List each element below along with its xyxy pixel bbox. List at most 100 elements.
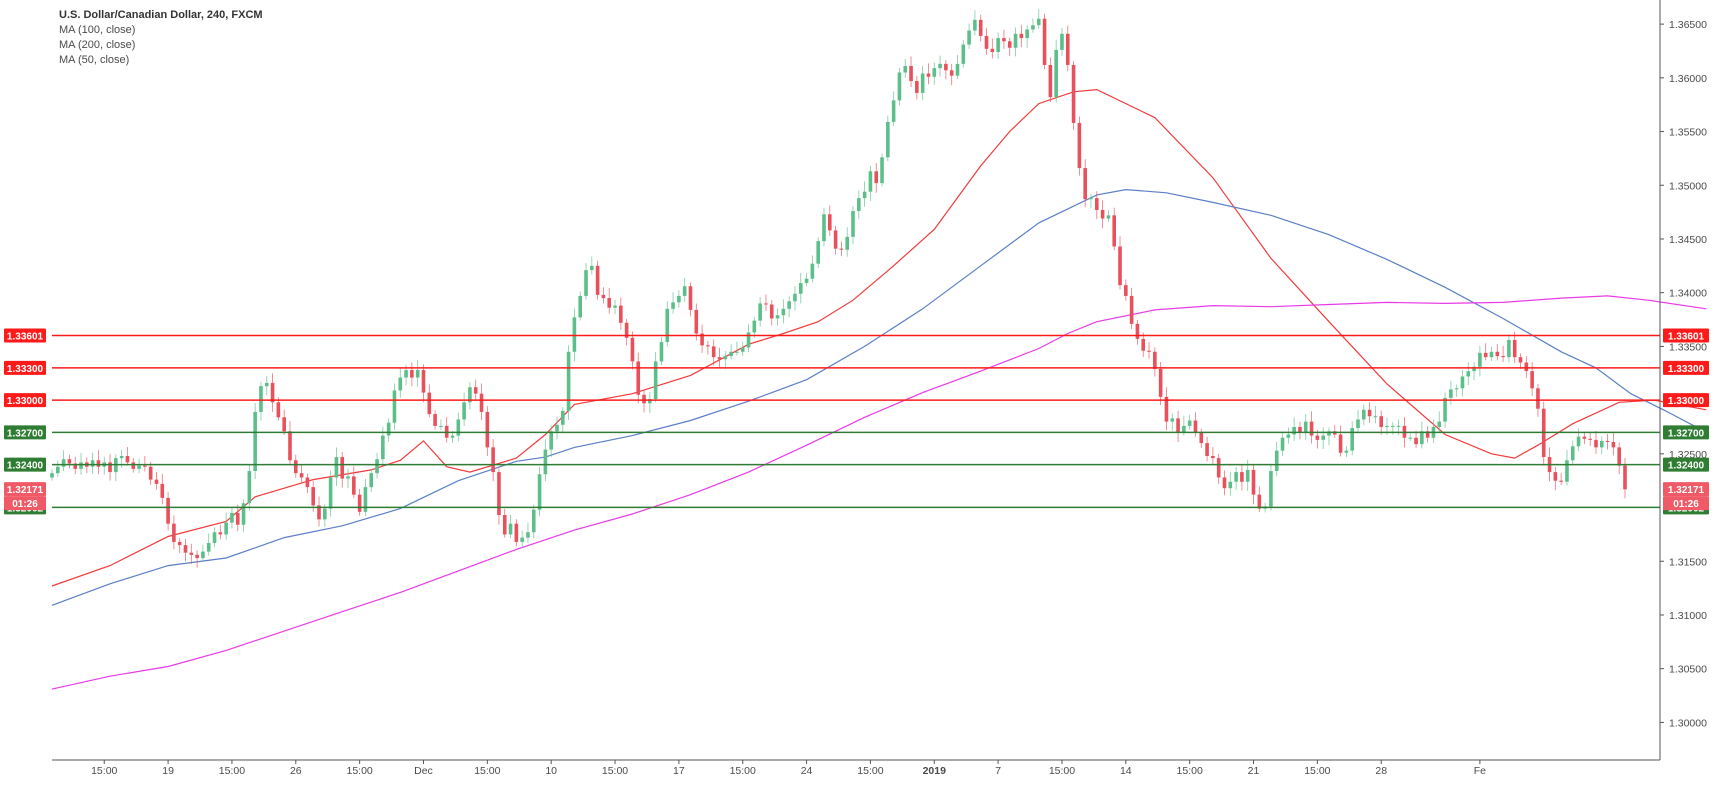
candle-body (1135, 323, 1140, 339)
candle (67, 454, 72, 469)
candle-body (1309, 421, 1314, 436)
candle-body (56, 466, 60, 474)
candle-body (1594, 439, 1598, 448)
candle-body (369, 473, 374, 488)
candle (1071, 61, 1076, 130)
candle (415, 359, 420, 387)
candle-body (1385, 425, 1389, 427)
candle-body (1054, 49, 1058, 98)
candle (1129, 287, 1134, 330)
candle-body (264, 382, 269, 387)
candle-body (740, 347, 745, 352)
candle-body (352, 476, 356, 495)
candle (938, 55, 942, 77)
candle-body (1048, 64, 1053, 98)
candle-body (311, 487, 315, 506)
candle-body (1530, 371, 1534, 389)
candle-body (479, 393, 484, 412)
candle (1495, 344, 1500, 361)
candle-body (1536, 388, 1540, 409)
candle (439, 419, 443, 431)
candle (700, 324, 704, 353)
candle (1489, 346, 1494, 361)
candle-body (984, 35, 989, 49)
candle-body (439, 425, 443, 427)
x-tick-label: 26 (290, 765, 302, 777)
candle (1228, 472, 1233, 496)
candle (1124, 279, 1128, 301)
study-ma-100[interactable]: MA (100, close) (59, 24, 136, 36)
candle-body (938, 63, 942, 69)
candle-body (485, 411, 490, 448)
candle (880, 153, 884, 187)
candle-body (1234, 472, 1238, 482)
candle-body (1327, 431, 1331, 436)
candle-body (613, 305, 617, 308)
y-tick-label: 1.35500 (1669, 127, 1707, 139)
candle (944, 60, 948, 80)
candle (1094, 191, 1099, 220)
candle-body (909, 66, 913, 82)
candle (735, 341, 739, 356)
candle (1292, 417, 1296, 441)
candle-body (874, 171, 879, 184)
x-tick-label: 10 (545, 765, 557, 777)
candle (352, 466, 356, 498)
countdown-tag-right-text: 01:26 (1673, 499, 1699, 510)
candle-body (781, 308, 786, 316)
candle (653, 351, 658, 403)
candle (125, 447, 130, 466)
candle (259, 381, 263, 421)
candle (172, 515, 176, 550)
candle (462, 392, 466, 426)
candle-body (404, 370, 408, 378)
level-tag-left-bg (4, 425, 46, 440)
candle (224, 512, 228, 540)
candle-body (1611, 442, 1616, 448)
candle-body (1414, 437, 1418, 445)
candle-body (67, 459, 72, 464)
candle-body (769, 304, 774, 319)
candle-body (160, 483, 165, 498)
horizontal-levels[interactable] (52, 334, 1660, 509)
candle (1240, 464, 1244, 491)
candle-body (833, 230, 838, 249)
candle (688, 282, 693, 317)
candle-body (148, 466, 153, 480)
candle (787, 296, 791, 318)
level-tag-left-text: 1.32400 (7, 461, 44, 472)
study-ma-50[interactable]: MA (50, close) (59, 54, 130, 66)
candle (1483, 343, 1488, 361)
candle-body (1141, 338, 1146, 351)
candle (874, 163, 879, 193)
candle-body (868, 171, 873, 192)
candle (1251, 464, 1256, 505)
y-tick-label: 1.35000 (1669, 180, 1707, 192)
candle (1356, 409, 1360, 434)
candle-body (566, 351, 571, 411)
candle-body (804, 278, 809, 284)
candle (1025, 25, 1029, 48)
candle (555, 416, 559, 440)
candle-body (630, 337, 635, 362)
level-tag-right-bg (1663, 360, 1709, 375)
candle (990, 38, 995, 59)
countdown-tag-left-bg (4, 496, 46, 511)
candle (148, 461, 153, 485)
candle-body (415, 370, 420, 378)
candle-body (1495, 351, 1500, 357)
candle (1588, 432, 1592, 446)
candle-body (1036, 18, 1041, 26)
candle-body (1251, 469, 1256, 495)
x-tick-label: 2019 (923, 765, 947, 777)
candle-body (235, 512, 240, 525)
candle (1321, 427, 1325, 449)
candle-body (1077, 122, 1082, 169)
study-ma-200[interactable]: MA (200, close) (59, 39, 136, 51)
candle (218, 524, 223, 540)
candle-body (230, 512, 234, 523)
candle-body (131, 462, 136, 469)
candle-body (619, 305, 623, 323)
